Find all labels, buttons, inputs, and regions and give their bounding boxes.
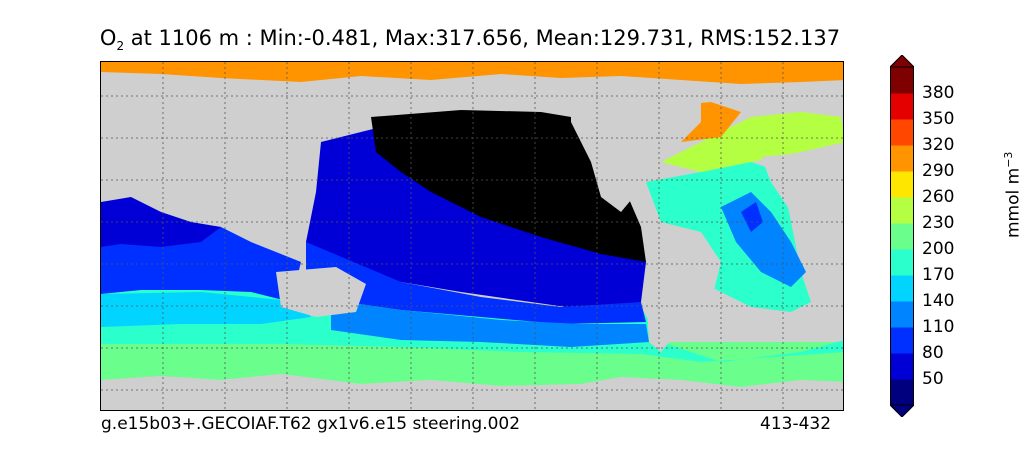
colorbar-tick-label: 350 — [922, 109, 955, 129]
colorbar-level — [890, 301, 914, 328]
colorbar-tick-label: 80 — [922, 343, 944, 363]
ocean-oxygen-map — [100, 61, 844, 411]
south-america — [646, 222, 721, 352]
colorbar-level — [890, 223, 914, 250]
colorbar-tick-label: 290 — [922, 161, 955, 181]
colorbar-level — [890, 93, 914, 120]
antarctica — [101, 374, 843, 410]
title-species: O — [99, 26, 117, 50]
colorbar-over-arrow — [890, 55, 914, 68]
colorbar-frame — [890, 66, 914, 406]
atlantic-core — [741, 202, 763, 232]
colorbar-units: mmol m−3 — [1002, 152, 1024, 238]
colorbar-level — [890, 275, 914, 302]
colorbar-level — [890, 249, 914, 276]
map-plot — [101, 62, 843, 410]
title-stats: at 1106 m : Min:-0.481, Max:317.656, Mea… — [124, 26, 841, 50]
title-subscript: 2 — [116, 39, 125, 54]
atlantic-deep — [721, 192, 806, 287]
colorbar-level — [890, 119, 914, 146]
colorbar-tick-label: 320 — [922, 135, 955, 155]
colorbar-tick-label: 380 — [922, 83, 955, 103]
year-range: 413-432 — [760, 414, 832, 434]
run-identifier: g.e15b03+.GECOIAF.T62 gx1v6.e15 steering… — [101, 414, 521, 434]
colorbar-tick-label: 230 — [922, 213, 955, 233]
colorbar-tick-label: 200 — [922, 239, 955, 259]
graticule — [101, 62, 843, 410]
colorbar-level — [890, 145, 914, 172]
pacific-ocean-band2 — [331, 300, 649, 347]
eurasia — [101, 82, 361, 172]
units-text: mmol m — [1003, 167, 1024, 238]
units-exponent: −3 — [1002, 151, 1015, 168]
colorbar-level — [890, 353, 914, 380]
colorbar — [890, 55, 914, 417]
colorbar-level — [890, 67, 914, 94]
map-title: O2 at 1106 m : Min:-0.481, Max:317.656, … — [0, 26, 940, 53]
colorbar-tick-label: 170 — [922, 265, 955, 285]
arctic-ocean — [101, 62, 843, 84]
colorbar-tick-label: 140 — [922, 291, 955, 311]
colorbar-tick-label: 50 — [922, 369, 944, 389]
colorbar-level — [890, 327, 914, 354]
colorbar-tick-label: 260 — [922, 187, 955, 207]
pacific-low-oxygen-zone — [371, 110, 646, 262]
colorbar-tick-label: 110 — [922, 317, 955, 337]
pacific-ocean-band — [306, 242, 646, 324]
colorbar-level — [890, 379, 914, 406]
north-america — [571, 80, 701, 212]
colorbar-level — [890, 171, 914, 198]
north-atlantic — [661, 112, 843, 172]
colorbar-under-arrow — [890, 404, 914, 417]
colorbar-level — [890, 197, 914, 224]
australia — [276, 267, 366, 317]
indian-ocean-south — [101, 292, 311, 327]
